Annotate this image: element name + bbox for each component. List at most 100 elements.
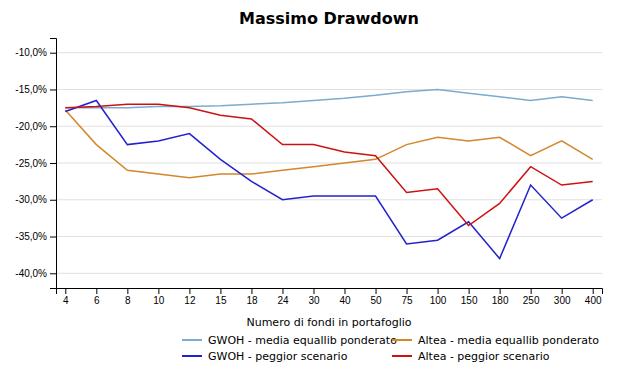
x-tick: 15: [215, 288, 227, 306]
x-tick-mark: [376, 288, 377, 294]
y-tick-label: -20,0%: [15, 121, 47, 132]
x-tick: 12: [184, 288, 196, 306]
legend-swatch: [392, 355, 412, 357]
y-tick-label: -25,0%: [15, 158, 47, 169]
x-tick: 24: [277, 288, 289, 306]
grid-line: [56, 199, 602, 200]
x-tick-label: 8: [125, 295, 131, 306]
y-tick-label: -15,0%: [15, 84, 47, 95]
x-tick-label: 300: [554, 295, 571, 306]
y-tick-label: -30,0%: [15, 194, 47, 205]
x-tick: 400: [585, 288, 602, 306]
x-tick-label: 250: [523, 295, 540, 306]
grid-line: [56, 273, 602, 274]
x-tick: 40: [339, 288, 351, 306]
x-tick-mark: [220, 288, 221, 294]
legend-item: GWOH - peggior scenario: [182, 350, 348, 363]
series-line: [65, 101, 592, 259]
x-tick-label: 100: [430, 295, 447, 306]
y-tick-label: -40,0%: [15, 268, 47, 279]
x-tick-mark: [65, 288, 66, 294]
legend-swatch: [182, 355, 202, 357]
x-tick-label: 18: [246, 295, 258, 306]
x-tick: 180: [492, 288, 509, 306]
x-tick: 30: [308, 288, 320, 306]
series-line: [65, 110, 592, 178]
series-line: [65, 89, 592, 107]
y-tick: -10,0%: [15, 47, 56, 58]
y-tick-mark: [50, 273, 56, 274]
x-axis-line: [57, 289, 603, 295]
x-tick: 100: [430, 288, 447, 306]
x-tick-mark: [189, 288, 190, 294]
grid-line: [56, 126, 602, 127]
y-tick: -15,0%: [15, 84, 56, 95]
title: Massimo Drawdown: [239, 9, 419, 28]
y-tick: -20,0%: [15, 121, 56, 132]
grid-line: [56, 89, 602, 90]
grid-line: [56, 163, 602, 164]
x-tick-mark: [407, 288, 408, 294]
lines: [65, 89, 592, 258]
legend-label: GWOH - peggior scenario: [208, 350, 348, 363]
y-tick: -25,0%: [15, 158, 56, 169]
y-tick-mark: [50, 200, 56, 201]
grid: [56, 53, 602, 274]
x-tick-mark: [531, 288, 532, 294]
y-tick-mark: [50, 89, 56, 90]
x-tick: 75: [401, 288, 413, 306]
x-tick-mark: [282, 288, 283, 294]
x-tick-label: 400: [585, 295, 602, 306]
legend-item: Altea - media equallib ponderato: [392, 334, 599, 347]
legend-swatch: [182, 339, 202, 341]
x-tick-label: 150: [461, 295, 478, 306]
x-tick-mark: [500, 288, 501, 294]
x-tick: 6: [94, 288, 100, 306]
legend-item: Altea - peggior scenario: [392, 350, 550, 363]
grid-line: [56, 236, 602, 237]
legend-label: Altea - media equallib ponderato: [418, 334, 599, 347]
x-tick-mark: [562, 288, 563, 294]
x-tick-label: 4: [63, 295, 69, 306]
chart: 4 6 8 10 12 15 18 24 30 40 50 75 100 150 180 250 300 400 -…: [0, 0, 618, 376]
y-axis: -10,0% -15,0% -20,0% -25,0% -30,0% -35,0% -40,…: [15, 39, 56, 289]
x-tick: 18: [246, 288, 258, 306]
grid-line: [56, 52, 602, 53]
x-tick-label: 75: [401, 295, 413, 306]
y-tick-mark: [50, 53, 56, 54]
x-tick-mark: [469, 288, 470, 294]
x-tick: 8: [125, 288, 131, 306]
x-tick-mark: [251, 288, 252, 294]
y-tick: -40,0%: [15, 268, 56, 279]
y-tick-label: -35,0%: [15, 231, 47, 242]
x-tick-label: 15: [215, 295, 227, 306]
y-tick: -30,0%: [15, 194, 56, 205]
x-tick-mark: [593, 288, 594, 294]
x-tick-label: 40: [339, 295, 351, 306]
y-tick-mark: [50, 163, 56, 164]
x-tick: 50: [370, 288, 382, 306]
x-axis: 4 6 8 10 12 15 18 24 30 40 50 75 100 150 180 250 300 400: [57, 288, 603, 306]
x-tick-mark: [438, 288, 439, 294]
x-axis-title: Numero di fondi in portafoglio: [246, 316, 411, 329]
x-tick-label: 24: [277, 295, 289, 306]
x-tick: 150: [461, 288, 478, 306]
series-line: [65, 104, 592, 225]
legend-swatch: [392, 339, 412, 341]
x-tick: 10: [153, 288, 165, 306]
y-tick: -35,0%: [15, 231, 56, 242]
plot-area: 4 6 8 10 12 15 18 24 30 40 50 75 100 150 180 250 300 400 -…: [15, 39, 602, 307]
x-tick-mark: [313, 288, 314, 294]
y-axis-line: [50, 39, 57, 289]
x-tick-mark: [96, 288, 97, 294]
x-tick-label: 50: [370, 295, 382, 306]
x-tick-label: 180: [492, 295, 509, 306]
x-tick-mark: [127, 288, 128, 294]
legend-item: GWOH - media equallib ponderato: [182, 334, 397, 347]
legend: GWOH - media equallib ponderato Altea - m…: [182, 334, 599, 363]
x-tick-mark: [345, 288, 346, 294]
x-tick: 4: [63, 288, 69, 306]
legend-label: GWOH - media equallib ponderato: [208, 334, 397, 347]
y-tick-label: -10,0%: [15, 47, 47, 58]
x-tick-label: 30: [308, 295, 320, 306]
